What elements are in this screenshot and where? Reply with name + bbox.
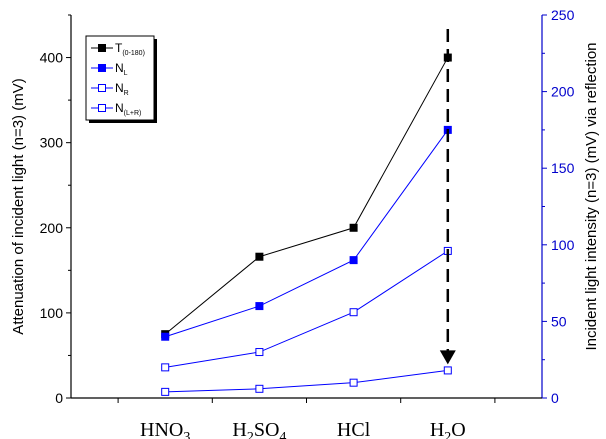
legend: T(0-180) NL NR N(L+R) xyxy=(85,35,157,123)
x-category-label: HNO3 xyxy=(140,419,190,439)
left-tick-label: 200 xyxy=(40,220,64,236)
series-point-2 xyxy=(349,308,358,317)
series-point-0 xyxy=(255,252,264,261)
right-tick-label: 200 xyxy=(551,84,575,100)
x-category-label: H2SO4 xyxy=(232,419,286,439)
left-tick-label: 300 xyxy=(40,135,64,151)
series-line-3 xyxy=(165,369,448,393)
y-axis-title-right: Incident light intensity (n=3) (mV) via … xyxy=(583,42,600,350)
series-point-1 xyxy=(255,302,264,311)
legend-swatch-marker xyxy=(98,64,106,72)
axes-group: 0 100 200 300 400 0 50 100 150 200 250 HNO3 H2SO4 HCl… xyxy=(10,7,600,439)
series-point-3 xyxy=(161,387,170,396)
right-tick-label: 100 xyxy=(551,237,575,253)
right-tick-label: 150 xyxy=(551,160,575,176)
right-tick-label: 0 xyxy=(551,390,559,406)
right-tick-label: 250 xyxy=(551,7,575,23)
legend-entry-label: NL xyxy=(115,61,128,77)
series-point-3 xyxy=(255,384,264,393)
series-layer xyxy=(161,53,452,396)
left-tick-label: 0 xyxy=(55,390,63,406)
y-axis-title-left: Attenuation of incident light (n=3) (mV) xyxy=(10,78,27,334)
series-point-2 xyxy=(255,348,264,357)
legend-entry-label: N(L+R) xyxy=(115,101,141,117)
series-point-0 xyxy=(349,223,358,232)
series-line-0 xyxy=(164,57,449,335)
right-tick-label: 50 xyxy=(551,313,567,329)
legend-swatch-marker xyxy=(98,104,106,112)
series-point-3 xyxy=(443,366,452,375)
arrow-head xyxy=(439,350,456,365)
legend-swatch-marker xyxy=(98,44,106,52)
series-line-2 xyxy=(165,250,449,368)
series-point-2 xyxy=(161,363,170,372)
series-point-3 xyxy=(349,378,358,387)
series-point-1 xyxy=(349,256,358,265)
left-tick-label: 100 xyxy=(40,305,64,321)
series-point-1 xyxy=(161,332,170,341)
x-category-label: HCl xyxy=(337,419,371,439)
left-tick-label: 400 xyxy=(40,50,64,66)
legend-box xyxy=(85,35,155,121)
series-line-1 xyxy=(165,129,449,338)
legend-entry-label: NR xyxy=(115,81,129,97)
arrow-layer xyxy=(439,29,456,365)
legend-entry-label: T(0-180) xyxy=(115,41,145,57)
x-category-label: H2O xyxy=(430,419,466,439)
legend-swatch-marker xyxy=(98,84,106,92)
